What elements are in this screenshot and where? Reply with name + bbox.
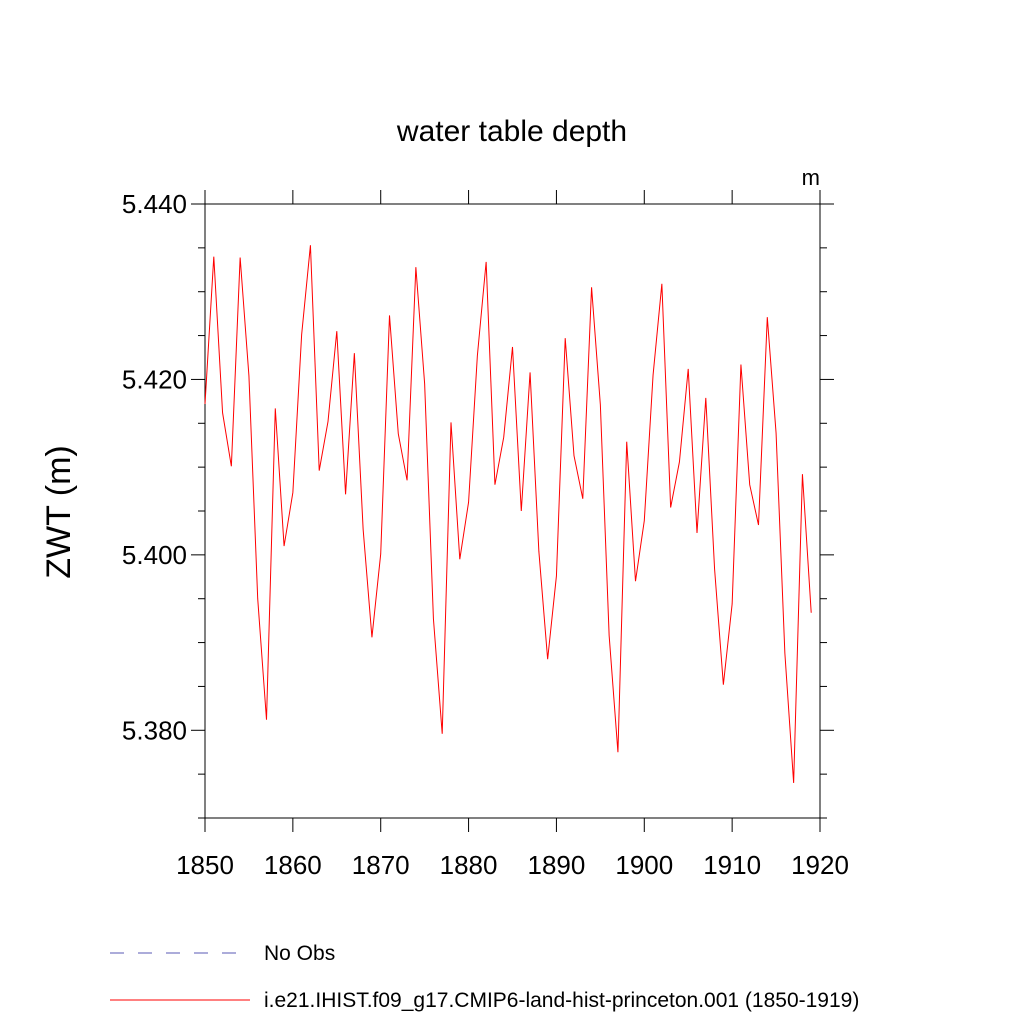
series-layer <box>204 245 812 783</box>
x-axis-ticks: 1850 1860 1870 1880 1890 1900 1910 1920 <box>176 190 849 880</box>
legend-label-no-obs: No Obs <box>264 942 335 965</box>
x-tick-label: 1860 <box>264 850 322 880</box>
chart-title: water table depth <box>396 115 627 148</box>
x-tick-label: 1900 <box>615 850 673 880</box>
y-tick-label: 5.420 <box>122 364 187 394</box>
y-tick-label: 5.400 <box>122 540 187 570</box>
plot-frame <box>204 203 821 819</box>
units-label: m <box>802 165 820 190</box>
x-tick-label: 1850 <box>176 850 234 880</box>
legend-label-model: i.e21.IHIST.f09_g17.CMIP6-land-hist-prin… <box>264 989 859 1012</box>
y-tick-label: 5.380 <box>122 715 187 745</box>
y-axis-label: ZWT (m) <box>40 445 78 578</box>
y-axis-ticks: 5.380 5.400 5.420 5.440 <box>122 189 834 819</box>
x-tick-label: 1890 <box>528 850 586 880</box>
series-line-0 <box>204 245 812 783</box>
x-tick-label: 1880 <box>440 850 498 880</box>
x-tick-label: 1910 <box>703 850 761 880</box>
x-tick-label: 1920 <box>791 850 849 880</box>
y-tick-label: 5.440 <box>122 189 187 219</box>
x-tick-label: 1870 <box>352 850 410 880</box>
legend: No Obs i.e21.IHIST.f09_g17.CMIP6-land-hi… <box>110 942 859 1012</box>
